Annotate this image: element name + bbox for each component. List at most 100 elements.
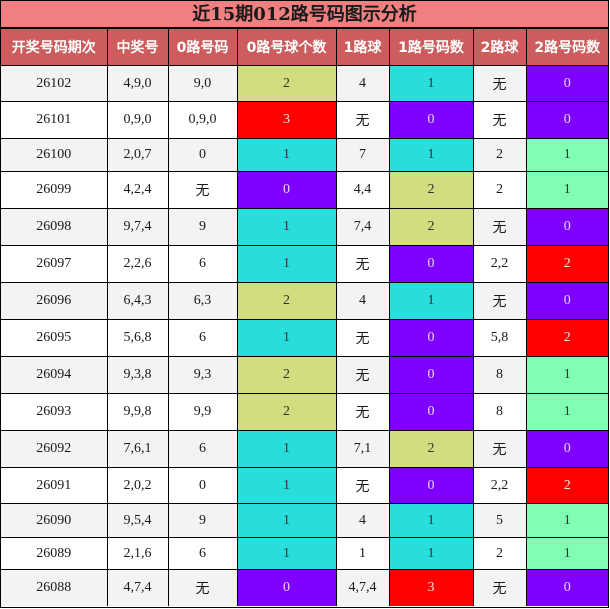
period-cell: 26089 [1, 537, 108, 570]
winning-number-cell: 9,7,4 [106, 208, 169, 246]
route0-count-cell: 2 [236, 65, 337, 102]
route1-balls-cell: 7,4 [335, 208, 390, 246]
header-winning-number: 中奖号 [106, 29, 169, 66]
route2-count-cell: 1 [525, 171, 608, 209]
period-cell: 26091 [1, 467, 108, 504]
period-cell: 26100 [1, 138, 108, 172]
route1-count-cell: 1 [388, 138, 474, 172]
period-cell: 26092 [1, 430, 108, 468]
route-analysis-table: 开奖号码期次 中奖号 0路号码 0路号球个数 1路球 1路号码数 2路球 2路号… [1, 29, 608, 606]
winning-number-cell: 2,0,2 [106, 467, 169, 504]
route1-count-cell: 0 [388, 467, 474, 504]
route1-count-cell: 0 [388, 245, 474, 283]
route1-balls-cell: 无 [335, 356, 390, 394]
period-cell: 26088 [1, 569, 108, 606]
route1-balls-cell: 4,7,4 [335, 569, 390, 606]
route1-count-cell: 2 [388, 208, 474, 246]
route2-balls-cell: 8 [472, 393, 527, 431]
table-row: 26091 2,0,2 0 1 无 0 2,2 2 [1, 467, 608, 504]
route0-numbers-cell: 6 [167, 537, 238, 570]
route0-numbers-cell: 无 [167, 569, 238, 606]
route2-balls-cell: 8 [472, 356, 527, 394]
route2-count-cell: 1 [525, 393, 608, 431]
period-cell: 26095 [1, 319, 108, 357]
route2-count-cell: 0 [525, 430, 608, 468]
route2-count-cell: 2 [525, 319, 608, 357]
table-row: 26096 6,4,3 6,3 2 4 1 无 0 [1, 282, 608, 320]
route1-balls-cell: 无 [335, 101, 390, 139]
route2-count-cell: 1 [525, 356, 608, 394]
route0-numbers-cell: 9,0 [167, 65, 238, 102]
header-route2-balls: 2路球 [472, 29, 527, 66]
table-row: 26089 2,1,6 6 1 1 1 2 1 [1, 537, 608, 570]
table-body: 26102 4,9,0 9,0 2 4 1 无 0 26101 0,9,0 0,9,0 3 无 0 无 0 26… [1, 65, 608, 606]
header-row: 开奖号码期次 中奖号 0路号码 0路号球个数 1路球 1路号码数 2路球 2路号… [1, 29, 608, 66]
header-route0-numbers: 0路号码 [167, 29, 238, 66]
route2-count-cell: 0 [525, 208, 608, 246]
route1-balls-cell: 4,4 [335, 171, 390, 209]
route1-count-cell: 0 [388, 319, 474, 357]
route0-count-cell: 2 [236, 282, 337, 320]
winning-number-cell: 5,6,8 [106, 319, 169, 357]
header-route2-count: 2路号码数 [525, 29, 608, 66]
period-cell: 26093 [1, 393, 108, 431]
header-period: 开奖号码期次 [1, 29, 108, 66]
route0-count-cell: 1 [236, 430, 337, 468]
route0-count-cell: 1 [236, 537, 337, 570]
route0-numbers-cell: 6,3 [167, 282, 238, 320]
route1-count-cell: 1 [388, 503, 474, 538]
route1-count-cell: 1 [388, 537, 474, 570]
route2-balls-cell: 2 [472, 537, 527, 570]
header-route1-balls: 1路球 [335, 29, 390, 66]
winning-number-cell: 2,2,6 [106, 245, 169, 283]
table-row: 26100 2,0,7 0 1 7 1 2 1 [1, 138, 608, 172]
route2-balls-cell: 无 [472, 430, 527, 468]
route0-count-cell: 2 [236, 393, 337, 431]
period-cell: 26099 [1, 171, 108, 209]
table-row: 26092 7,6,1 6 1 7,1 2 无 0 [1, 430, 608, 468]
table-row: 26097 2,2,6 6 1 无 0 2,2 2 [1, 245, 608, 283]
route1-count-cell: 0 [388, 101, 474, 139]
winning-number-cell: 6,4,3 [106, 282, 169, 320]
route2-balls-cell: 无 [472, 208, 527, 246]
route2-balls-cell: 无 [472, 282, 527, 320]
route1-balls-cell: 7 [335, 138, 390, 172]
winning-number-cell: 4,9,0 [106, 65, 169, 102]
route2-count-cell: 0 [525, 282, 608, 320]
winning-number-cell: 9,9,8 [106, 393, 169, 431]
route2-balls-cell: 5,8 [472, 319, 527, 357]
header-route0-count: 0路号球个数 [236, 29, 337, 66]
table-title: 近15期012路号码图示分析 [1, 1, 608, 29]
route0-numbers-cell: 6 [167, 245, 238, 283]
route1-balls-cell: 1 [335, 537, 390, 570]
route1-balls-cell: 4 [335, 503, 390, 538]
table-row: 26102 4,9,0 9,0 2 4 1 无 0 [1, 65, 608, 102]
route1-balls-cell: 无 [335, 319, 390, 357]
route0-count-cell: 1 [236, 245, 337, 283]
winning-number-cell: 7,6,1 [106, 430, 169, 468]
route0-numbers-cell: 0,9,0 [167, 101, 238, 139]
period-cell: 26101 [1, 101, 108, 139]
table-row: 26101 0,9,0 0,9,0 3 无 0 无 0 [1, 101, 608, 139]
route2-count-cell: 1 [525, 503, 608, 538]
route1-count-cell: 2 [388, 171, 474, 209]
winning-number-cell: 4,2,4 [106, 171, 169, 209]
route0-count-cell: 0 [236, 171, 337, 209]
route2-count-cell: 1 [525, 138, 608, 172]
period-cell: 26102 [1, 65, 108, 102]
route2-balls-cell: 2 [472, 171, 527, 209]
route1-count-cell: 1 [388, 65, 474, 102]
route1-count-cell: 0 [388, 356, 474, 394]
route0-numbers-cell: 0 [167, 138, 238, 172]
table-row: 26095 5,6,8 6 1 无 0 5,8 2 [1, 319, 608, 357]
route2-balls-cell: 5 [472, 503, 527, 538]
period-cell: 26090 [1, 503, 108, 538]
route0-count-cell: 2 [236, 356, 337, 394]
table-row: 26098 9,7,4 9 1 7,4 2 无 0 [1, 208, 608, 246]
route0-numbers-cell: 9,9 [167, 393, 238, 431]
route1-balls-cell: 4 [335, 65, 390, 102]
route0-numbers-cell: 6 [167, 430, 238, 468]
route0-numbers-cell: 0 [167, 467, 238, 504]
route0-count-cell: 1 [236, 208, 337, 246]
winning-number-cell: 0,9,0 [106, 101, 169, 139]
